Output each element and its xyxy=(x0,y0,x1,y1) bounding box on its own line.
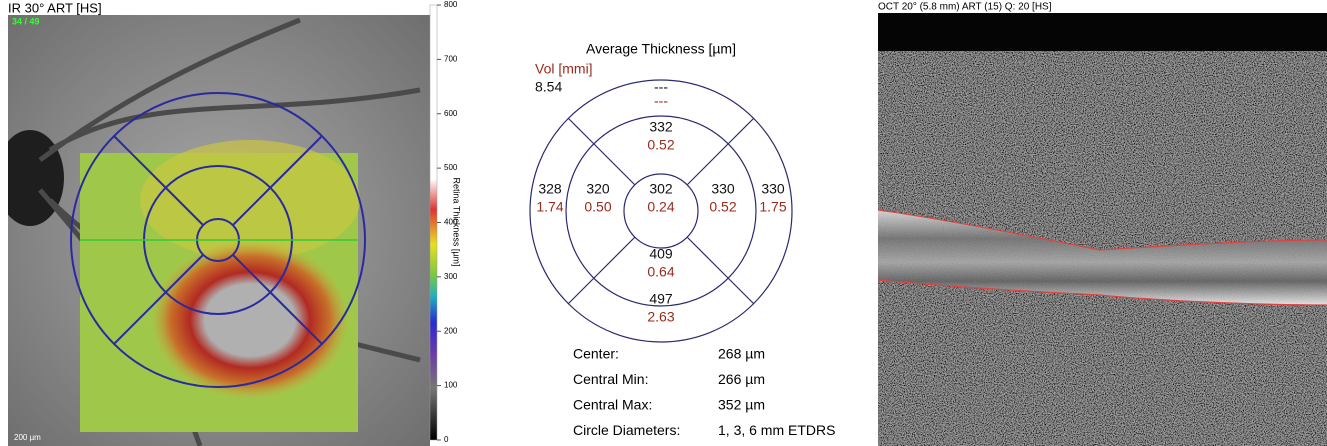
stat-label: Central Max: xyxy=(573,397,652,413)
sector-thickness: --- xyxy=(654,79,668,95)
stat-value: 268 µm xyxy=(718,346,765,362)
scale-bar: 200 µm xyxy=(14,433,41,442)
stat-value: 352 µm xyxy=(718,397,765,413)
sector-thickness: 409 xyxy=(649,246,673,262)
volume-label: Vol [mmi] xyxy=(535,61,593,77)
sector-volume: 0.50 xyxy=(584,199,611,215)
colorbar-tick-label: 600 xyxy=(444,109,458,118)
colorbar-tick-label: 0 xyxy=(444,435,449,444)
total-volume: 8.54 xyxy=(535,79,562,95)
fundus-image xyxy=(8,15,430,446)
colorbar-label: Retina Thickness [µm] xyxy=(452,177,462,266)
sector-thickness: 332 xyxy=(649,119,673,135)
map-title: Average Thickness [µm] xyxy=(586,41,736,57)
left-title: IR 30° ART [HS] xyxy=(8,0,102,15)
retina-layers xyxy=(878,210,1327,305)
sector-volume: 0.24 xyxy=(647,199,674,215)
sector-volume: 0.64 xyxy=(647,264,674,280)
stat-label: Circle Diameters: xyxy=(573,422,680,438)
colorbar-tick-label: 300 xyxy=(444,272,458,281)
stat-value: 1, 3, 6 mm ETDRS xyxy=(718,422,835,438)
sector-volume: --- xyxy=(654,93,668,109)
colorbar-tick-label: 100 xyxy=(444,381,458,390)
sector-thickness: 320 xyxy=(586,181,610,197)
oct-bscan xyxy=(878,13,1327,446)
sector-thickness: 330 xyxy=(711,181,735,197)
colorbar-tick-label: 200 xyxy=(444,326,458,335)
sector-volume: 0.52 xyxy=(647,137,674,153)
colorbar xyxy=(429,4,438,441)
stat-label: Center: xyxy=(573,346,619,362)
right-title: OCT 20° (5.8 mm) ART (15) Q: 20 [HS] xyxy=(878,2,1052,13)
sector-volume: 1.75 xyxy=(759,199,786,215)
colorbar-tick-label: 400 xyxy=(444,218,458,227)
scan-counter: 34 / 49 xyxy=(12,16,40,26)
sector-thickness: 330 xyxy=(761,181,785,197)
sector-volume: 0.52 xyxy=(709,199,736,215)
stat-label: Central Min: xyxy=(573,371,648,387)
sector-thickness: 302 xyxy=(649,181,673,197)
stat-value: 266 µm xyxy=(718,371,765,387)
bm-line xyxy=(878,279,1327,306)
ilm-line xyxy=(878,209,1327,251)
colorbar-tick-label: 800 xyxy=(444,0,458,9)
colorbar-tick-label: 700 xyxy=(444,54,458,63)
sector-volume: 2.63 xyxy=(647,309,674,325)
sector-thickness: 497 xyxy=(649,291,673,307)
sector-thickness: 328 xyxy=(538,181,562,197)
oct-top-band xyxy=(878,13,1327,51)
colorbar-tick-label: 500 xyxy=(444,163,458,172)
sector-volume: 1.74 xyxy=(536,199,563,215)
etdrs-grid xyxy=(529,79,793,343)
